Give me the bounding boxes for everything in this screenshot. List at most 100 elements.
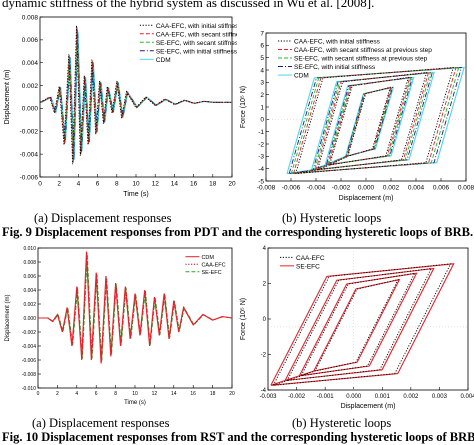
x-axis-label: Displacement (m) <box>341 403 396 410</box>
y-tick-label: 0.004 <box>22 60 39 67</box>
legend-entry: CAA-EFC, with secant stiffness at previo… <box>156 31 237 38</box>
x-tick-label: 0.000 <box>358 185 375 192</box>
series-line <box>40 25 232 165</box>
series-group <box>286 66 465 175</box>
y-axis-label: Force (10⁵ N) <box>240 298 247 340</box>
fig9-subcaption-b: (b) Hysteretic loops <box>282 211 382 225</box>
y-tick-label: 0 <box>263 317 267 323</box>
x-tick-label: 0.003 <box>432 394 448 400</box>
x-axis-label: Displacement (m) <box>339 195 394 202</box>
y-tick-label: 0 <box>260 117 264 124</box>
y-tick-label: 0.008 <box>22 14 39 21</box>
x-tick-label: 2 <box>57 181 61 188</box>
series-line <box>38 251 232 364</box>
y-tick-label: 0.006 <box>23 274 36 280</box>
y-tick-label: -0.010 <box>22 386 36 392</box>
y-tick-label: -2 <box>261 353 267 359</box>
x-tick-label: 20 <box>229 391 235 397</box>
x-tick-label: 10 <box>132 181 140 188</box>
y-tick-label: -0.002 <box>22 330 36 336</box>
legend-entry: CAA-EFC, with initial stiffness <box>156 23 237 30</box>
x-tick-label: 0.008 <box>458 185 474 192</box>
y-tick-label: 2 <box>263 282 267 288</box>
legend-entry: SE-EFC, with initial stiffness <box>294 64 376 71</box>
x-tick-label: 6 <box>95 391 98 397</box>
y-tick-label: 7 <box>260 30 264 37</box>
y-tick-label: -0.004 <box>20 151 39 158</box>
x-tick-label: 18 <box>210 391 216 397</box>
x-tick-label: 20 <box>228 181 236 188</box>
legend-entry: CDM <box>156 57 171 64</box>
x-tick-label: 2 <box>56 391 59 397</box>
y-tick-label: 4 <box>263 246 267 252</box>
x-tick-label: -0.006 <box>282 185 301 192</box>
y-tick-label: 2 <box>260 92 264 99</box>
y-tick-label: -4 <box>261 388 267 394</box>
x-tick-label: 12 <box>152 181 160 188</box>
legend-entry: CAA-EFC <box>201 262 225 268</box>
x-tick-label: 16 <box>190 391 196 397</box>
x-tick-label: -0.008 <box>257 185 276 192</box>
series-line <box>295 66 454 175</box>
fig10-displacement-chart: 0 2 4 6 8 10 12 14 16 18 20 0.010 0.008 0.006 0.004 0.0… <box>5 246 235 406</box>
fig10-hysteretic-chart: -0.003 -0.002 -0.001 0.000 0.001 0.002 0.003 0.… <box>240 246 474 410</box>
legend-entry: SE-EFC <box>201 270 221 276</box>
body-text-line: dynamic stiffness of the hybrid system a… <box>2 0 375 10</box>
y-tick-label: -1 <box>258 129 264 136</box>
y-tick-label: -0.006 <box>22 358 36 364</box>
x-tick-label: 14 <box>171 391 177 397</box>
series-group <box>38 251 232 364</box>
legend-entry: CDM <box>294 73 309 80</box>
plot-area: -0.003 -0.002 -0.001 0.000 0.001 0.002 0.003 0.… <box>240 246 474 410</box>
y-tick-label: -5 <box>258 178 264 185</box>
legend-entry: SE-EFC <box>296 263 320 270</box>
fig10-subcaption-a: (a) Displacement responses <box>32 416 170 430</box>
y-tick-label: 0.000 <box>22 106 39 113</box>
series-line <box>288 67 463 175</box>
fig9-subcaption-a: (a) Displacement responses <box>34 211 172 225</box>
y-axis-label: Displacement (m) <box>5 294 11 341</box>
y-tick-label: 6 <box>260 43 264 50</box>
y-tick-label: 0.002 <box>22 83 39 90</box>
y-axis-label: Force (10⁵ N) <box>240 86 247 128</box>
y-tick-label: -0.004 <box>22 344 36 350</box>
x-tick-label: 8 <box>115 181 119 188</box>
x-tick-label: 0.001 <box>375 394 391 400</box>
fig10-subcaption-b: (b) Hysteretic loops <box>292 416 392 430</box>
y-tick-label: 4 <box>260 67 264 74</box>
y-tick-label: 0.002 <box>23 302 36 308</box>
x-tick-label: -0.002 <box>288 394 306 400</box>
x-tick-label: 8 <box>114 391 117 397</box>
y-tick-label: 3 <box>260 80 264 87</box>
x-tick-label: 10 <box>132 391 138 397</box>
y-tick-label: -0.002 <box>20 129 39 136</box>
y-tick-label: 0.010 <box>23 246 36 252</box>
x-tick-label: -0.002 <box>332 185 351 192</box>
x-tick-label: 12 <box>152 391 158 397</box>
x-tick-label: 0.002 <box>383 185 400 192</box>
legend-entry: SE-EFC, with secant stiffness at previou… <box>156 40 237 47</box>
y-tick-label: 0.000 <box>23 316 36 322</box>
x-tick-label: 4 <box>75 391 78 397</box>
fig9-hysteretic-chart: -0.008 -0.006 -0.004 -0.002 0.000 0.002 0.004 0… <box>240 30 474 202</box>
x-tick-label: 0 <box>38 181 42 188</box>
y-tick-label: -3 <box>258 154 264 161</box>
x-tick-label: 0 <box>37 391 40 397</box>
y-tick-label: -0.008 <box>22 372 36 378</box>
legend-entry: CAA-EFC, with initial stiffness <box>294 39 381 46</box>
y-tick-label: -4 <box>258 166 264 173</box>
legend-entry: SE-EFC, with secant stiffness at previou… <box>294 56 428 63</box>
series-line <box>272 263 452 386</box>
legend-entry: CAA-EFC <box>296 255 325 262</box>
y-tick-label: -0.006 <box>20 174 39 181</box>
y-axis-label: Displacement (m) <box>4 70 11 125</box>
x-tick-label: 0.000 <box>346 394 362 400</box>
x-tick-label: 0.002 <box>403 394 419 400</box>
x-tick-label: -0.003 <box>259 394 277 400</box>
x-tick-label: 4 <box>77 181 81 188</box>
fig9-caption: Fig. 9 Displacement responses from PDT a… <box>2 225 474 239</box>
x-tick-label: 18 <box>209 181 217 188</box>
x-axis-label: Time (s) <box>123 191 148 198</box>
y-tick-label: 0.008 <box>23 260 36 266</box>
series-line <box>38 254 232 362</box>
